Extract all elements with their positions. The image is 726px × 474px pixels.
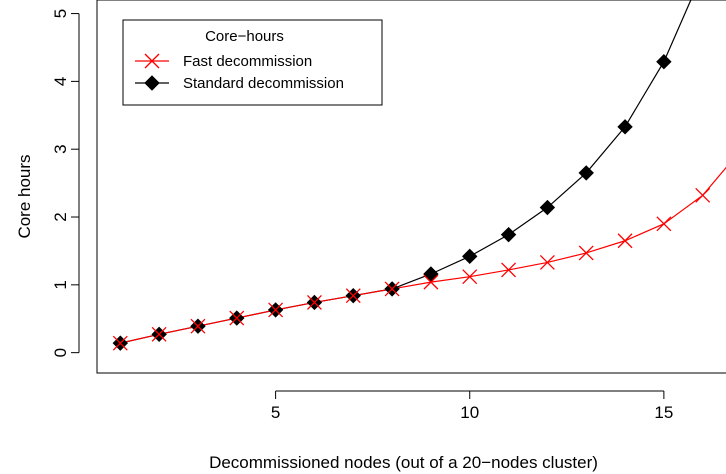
y-tick-label-0: 0 (51, 348, 70, 357)
series-1-point-13 (617, 119, 633, 135)
series-0-point-11-stroke-b (539, 254, 555, 270)
x-tick-label-5: 5 (271, 403, 280, 422)
series-0-point-9 (462, 269, 478, 285)
legend-marker-1 (144, 75, 160, 91)
series-0-point-7-stroke-b (384, 281, 400, 297)
legend-label-1: Standard decommission (183, 75, 344, 92)
x-tick-label-15: 15 (654, 403, 673, 422)
series-0-markers (112, 187, 711, 351)
series-0-point-3-stroke-b (229, 310, 245, 326)
series-1-point-10 (500, 226, 517, 243)
x-axis-title: Decommissioned nodes (out of a 20−nodes … (209, 453, 598, 472)
series-0-point-9-stroke-b (462, 269, 478, 285)
series-0-point-14 (656, 216, 672, 232)
series-0-point-13-stroke-b (617, 233, 633, 249)
series-0-point-12 (578, 245, 594, 261)
legend-label-0: Fast decommission (183, 53, 312, 70)
series-0-point-0-stroke-b (112, 335, 128, 351)
y-tick-label-3: 3 (51, 144, 70, 153)
series-0-point-3 (229, 310, 245, 326)
series-0-point-8-stroke-b (423, 274, 439, 290)
series-0-point-4-stroke-b (268, 302, 284, 318)
series-0-point-1 (151, 326, 167, 342)
series-0-point-14-stroke-b (656, 216, 672, 232)
series-1-point-8 (423, 266, 439, 282)
legend-marker-0 (144, 53, 160, 69)
y-tick-label-1: 1 (51, 280, 70, 289)
series-0-point-0 (112, 335, 128, 351)
series-1-point-9 (462, 248, 478, 265)
y-tick-label-4: 4 (51, 77, 70, 86)
legend-box (122, 19, 383, 106)
legend-marker-0-stroke-b (144, 53, 160, 69)
series-0-point-13 (617, 233, 633, 249)
series-1-point-12 (578, 165, 594, 181)
legend-entry-1: Standard decommission (135, 75, 344, 92)
series-1-point-11 (539, 199, 556, 216)
series-0-point-10 (501, 262, 517, 278)
series-0-point-1-stroke-b (151, 326, 167, 342)
series-0-point-4 (268, 302, 284, 318)
legend-entries: Fast decommission Standard decommission (135, 53, 344, 92)
series-0-point-5-stroke-b (306, 295, 322, 310)
series-0-point-2-stroke-b (190, 318, 206, 334)
series-0-point-10-stroke-b (501, 262, 517, 278)
y-tick-label-2: 2 (51, 212, 70, 221)
series-1-point-14 (656, 54, 672, 70)
series-0-point-5 (306, 295, 322, 310)
y-tick-label-5: 5 (51, 9, 70, 18)
legend: Core−hours Fast decommission Standard dec… (122, 19, 383, 106)
series-0-point-15-stroke-b (695, 187, 711, 203)
series-0-point-7 (384, 281, 400, 297)
series-0-point-8 (423, 274, 439, 290)
legend-entry-0: Fast decommission (135, 53, 312, 70)
plot-box (96, 0, 726, 374)
x-tick-label-10: 10 (460, 403, 479, 422)
series-0-point-2 (190, 318, 206, 334)
y-axis-title: Core hours (15, 154, 34, 238)
series-0-point-6-stroke-b (345, 288, 361, 304)
series-layer (112, 0, 726, 351)
series-0-point-11 (539, 254, 555, 270)
series-0-point-12-stroke-b (578, 245, 594, 261)
axes-layer: 5 10 15 0 1 2 3 4 5 (51, 9, 673, 422)
series-0-point-15 (695, 187, 711, 203)
legend-title: Core−hours (205, 28, 284, 45)
series-0-point-6 (345, 288, 361, 304)
